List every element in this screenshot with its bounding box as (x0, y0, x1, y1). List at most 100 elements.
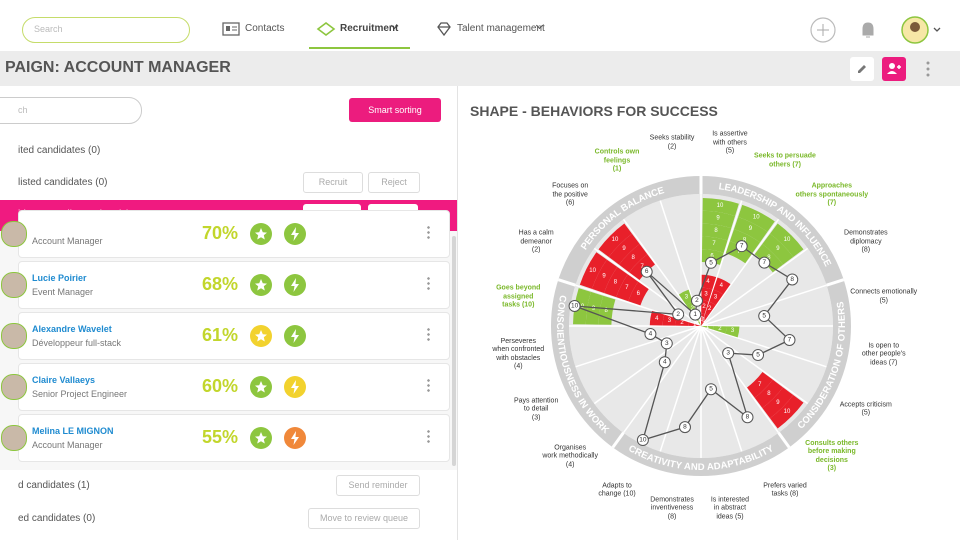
cell-number: 9 (716, 216, 720, 222)
zone-cell (701, 287, 713, 302)
zone-cell (701, 313, 709, 326)
search-box[interactable] (22, 17, 190, 43)
cell-number: 10 (784, 237, 791, 243)
cell-number: 2 (702, 304, 706, 310)
nav-contacts[interactable]: Contacts (245, 23, 285, 34)
cell-number: 9 (622, 246, 626, 252)
zone-cell (725, 326, 740, 338)
add-user-button[interactable] (882, 57, 906, 81)
profile-point (636, 434, 649, 447)
spoke (700, 325, 743, 452)
nav-talent[interactable]: Talent management (457, 23, 545, 34)
cell-number: 10 (612, 237, 619, 243)
nav-active-underline (309, 47, 410, 49)
zone-cell (702, 198, 739, 216)
profile-point-value: 8 (746, 414, 750, 421)
candidate-role: Senior Project Engineer (32, 389, 128, 399)
candidate-role: Event Manager (32, 287, 94, 297)
candidate-role: Développeur full-stack (32, 338, 122, 348)
spoke (700, 325, 780, 434)
bell[interactable] (862, 22, 874, 38)
spoke (700, 247, 809, 327)
card-menu[interactable] (427, 429, 430, 443)
card-menu[interactable] (427, 378, 430, 392)
zone-cell (598, 295, 616, 325)
spoke (700, 284, 827, 327)
zone-cell (729, 229, 761, 253)
section-button[interactable]: Recruit (303, 172, 363, 193)
profile-point (568, 299, 581, 312)
candidate-card[interactable]: Lucie Poirier Event Manager 68% (1, 261, 450, 309)
avatar-face (910, 22, 920, 32)
candidate-score: 55% (202, 427, 239, 447)
cell-number: 9 (776, 400, 780, 406)
star-badge (250, 223, 272, 245)
zone-cell (713, 277, 731, 295)
section-button[interactable]: Reject (368, 172, 420, 193)
candidate-score: 61% (202, 325, 239, 345)
spoke (593, 325, 702, 405)
nav-recruitment[interactable]: Recruitment (340, 23, 399, 34)
behavior-label: Seeks stability (2) (649, 134, 695, 151)
zone-cell (649, 310, 665, 326)
avatar (1, 272, 27, 298)
pencil-icon (858, 65, 866, 73)
behavior-label: Is interested in abstract ideas (5) (710, 495, 749, 520)
panel-search[interactable] (0, 97, 142, 124)
behavior-label: Seeks to persuade others (7) (754, 152, 816, 169)
candidates-panel: ch Smart sorting ited candidates (0) listed… (0, 86, 458, 540)
cell-number: 3 (714, 294, 718, 300)
candidate-card[interactable]: Account Manager 70% (1, 210, 450, 258)
cell-number: 3 (704, 291, 708, 297)
candidate-name: Lucie Poirier (32, 273, 87, 283)
cell-number: 7 (712, 241, 716, 247)
profile-point-value: 10 (571, 302, 579, 309)
ring-separator (826, 278, 845, 287)
behavior-label: Is assertive with others (5) (712, 130, 748, 155)
candidate-card[interactable]: Alexandre Wavelet Développeur full-stack 6… (1, 312, 450, 360)
cell-number: 8 (631, 255, 635, 261)
behavior-label: Accepts criticism (5) (839, 401, 892, 417)
profile-point (658, 356, 671, 369)
cell-number: 10 (753, 215, 760, 221)
behavior-label: Is open to other people's ideas (7) (861, 342, 906, 367)
kebab[interactable] (925, 60, 931, 78)
cell-number: 3 (731, 328, 735, 334)
card-menu[interactable] (427, 276, 430, 290)
candidate-name: Melina LE MIGNON (32, 426, 114, 436)
zone-cell (629, 254, 655, 280)
cell-number: 7 (758, 382, 762, 388)
chevron (933, 27, 941, 32)
candidate-role: Account Manager (32, 236, 103, 246)
cell-number: 4 (655, 316, 659, 322)
zone-cell (702, 236, 728, 253)
candidate-card[interactable]: Claire Vallaeys Senior Project Engineer 60… (1, 363, 450, 411)
spoke (659, 325, 702, 452)
card-menu[interactable] (427, 225, 430, 239)
bolt-badge (284, 427, 306, 449)
avatar (1, 323, 27, 349)
section-button[interactable]: Send reminder (336, 475, 420, 496)
add-button[interactable] (810, 17, 836, 43)
card-menu[interactable] (427, 327, 430, 341)
zone-cell (747, 372, 773, 398)
profile-point-value: 6 (645, 268, 649, 275)
behavior-label: Adapts to change (10) (598, 482, 636, 498)
candidate-card[interactable]: Melina LE MIGNON Account Manager 55% (1, 414, 450, 462)
smart-sorting-button[interactable]: Smart sorting (349, 98, 441, 122)
profile-point (752, 349, 765, 362)
talent-icon (437, 22, 451, 36)
profile-point-value: 4 (649, 331, 653, 338)
star-badge (250, 427, 272, 449)
section-button[interactable]: Move to review queue (308, 508, 420, 529)
zone-cell (604, 266, 628, 298)
zone-cell (709, 289, 724, 306)
profile-point (741, 411, 754, 424)
contacts-icon (222, 22, 240, 36)
zone-cell (762, 387, 794, 419)
zone-cell (754, 379, 783, 408)
behavior-label: Goes beyond assigned tasks (10) (496, 284, 541, 309)
add-user-icon (887, 63, 901, 74)
cell-number: 8 (743, 237, 747, 243)
